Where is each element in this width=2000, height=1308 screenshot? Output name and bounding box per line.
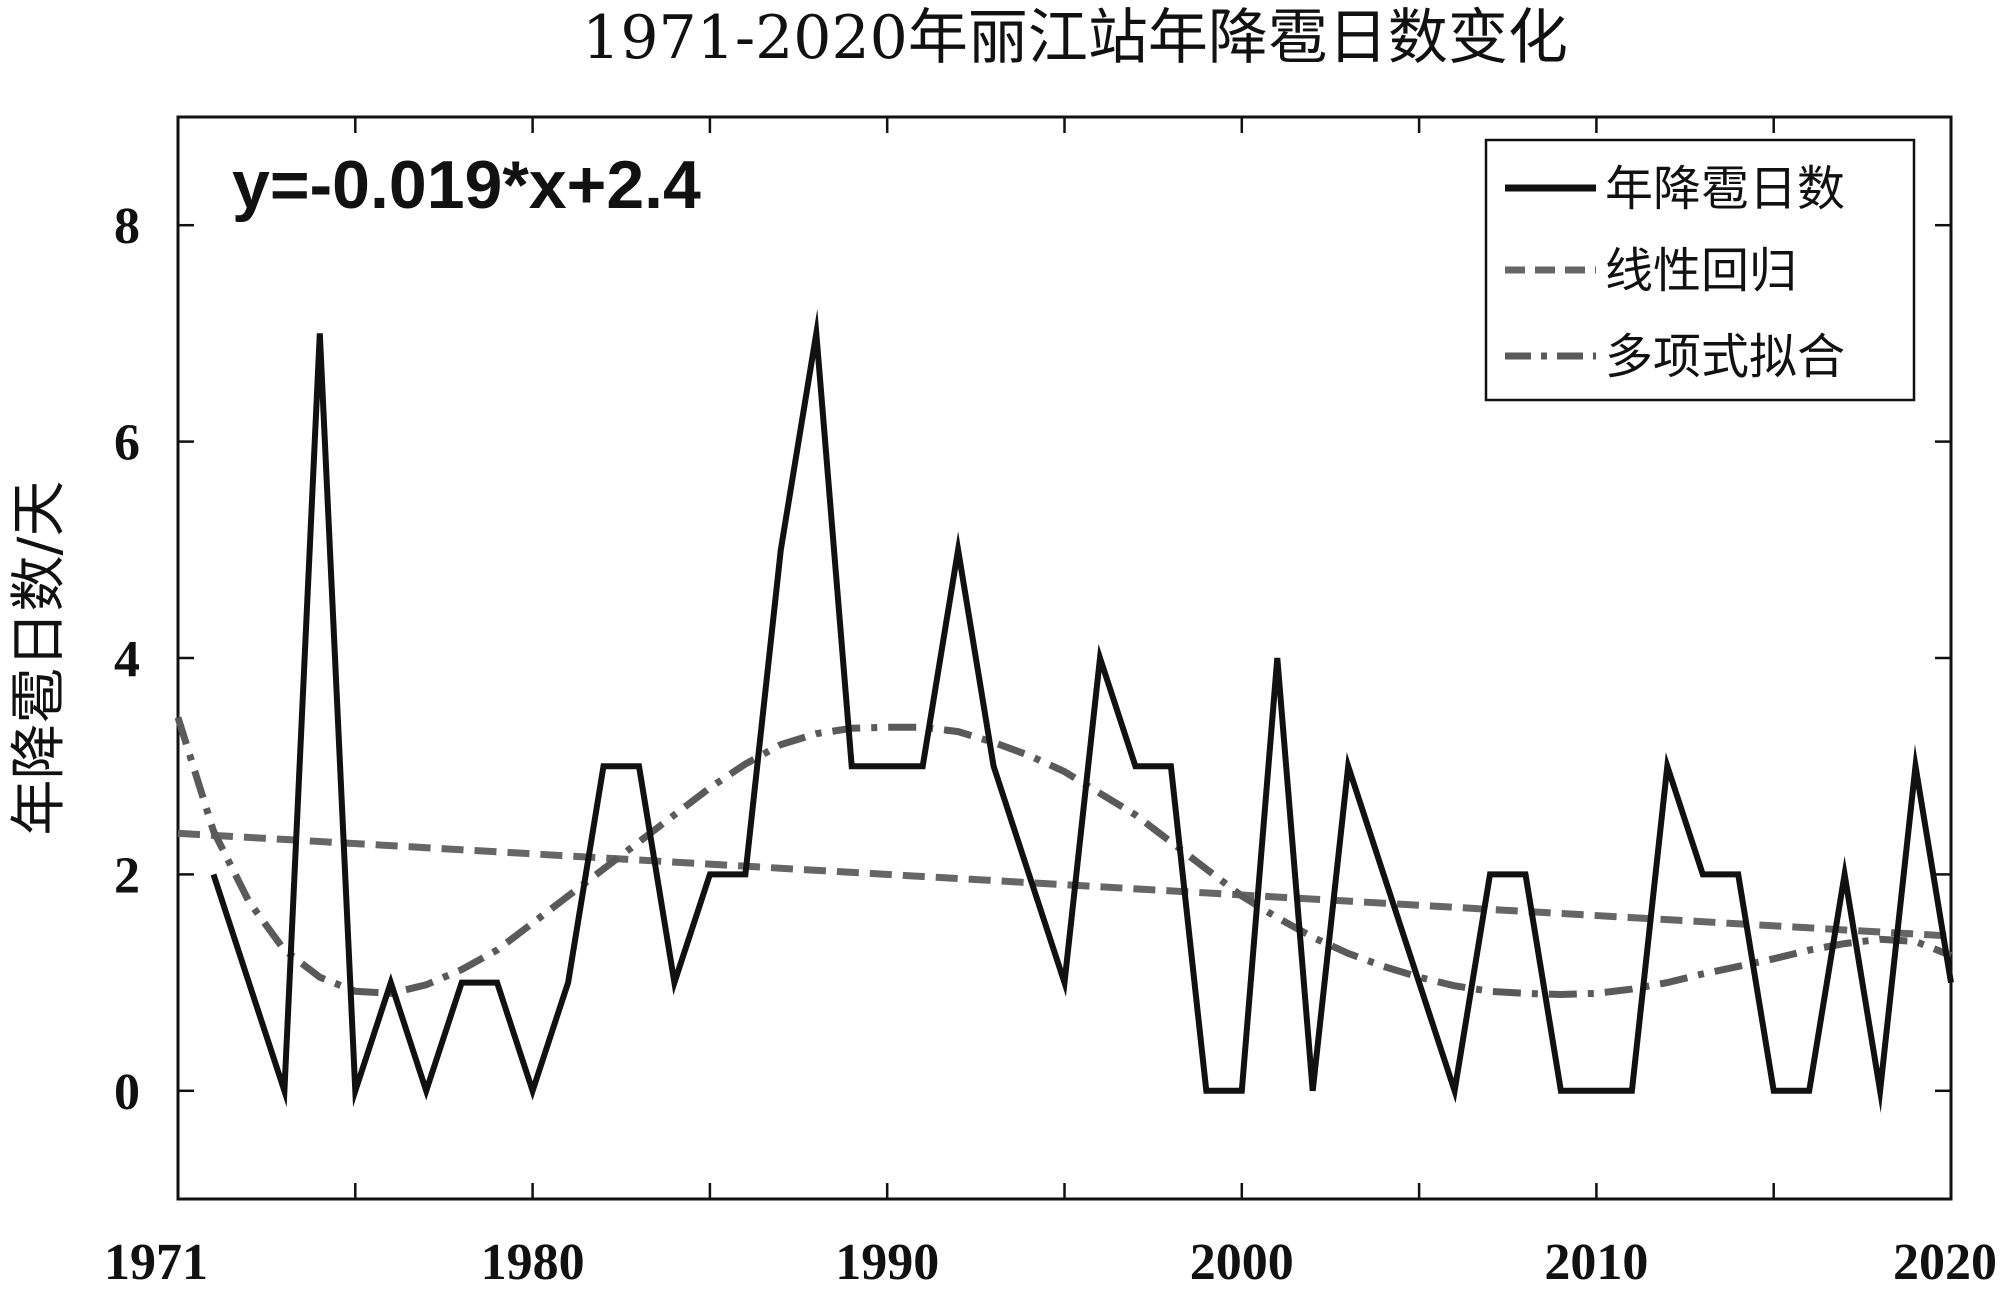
series-line-dashdot xyxy=(174,716,1953,999)
y-tick-label: 0 xyxy=(114,1064,140,1121)
y-axis-label: 年降雹日数/天 xyxy=(7,481,72,836)
x-tick-label: 2020 xyxy=(1893,1234,1997,1291)
x-tick-label: 1990 xyxy=(835,1234,939,1291)
legend-label-observed: 年降雹日数 xyxy=(1605,161,1845,217)
series-line-dashed xyxy=(177,829,1952,940)
x-tick-label: 1971 xyxy=(104,1234,208,1291)
x-axis: 1971 1980 1990 2000 2010 2020 xyxy=(104,117,1997,1291)
y-tick-label: 8 xyxy=(114,198,140,255)
y-tick-label: 2 xyxy=(114,847,140,904)
legend-label-linear: 线性回归 xyxy=(1605,243,1797,299)
regression-equation: y=-0.019*x+2.4 xyxy=(232,147,701,223)
series-line-solid xyxy=(210,308,1954,1113)
x-tick-label: 1980 xyxy=(481,1234,585,1291)
series-layer xyxy=(174,308,1954,1113)
legend: 年降雹日数 线性回归 多项式拟合 xyxy=(1484,138,1916,402)
chart-title: 1971-2020年丽江站年降雹日数变化 xyxy=(582,3,1568,73)
y-axis: 0 2 4 6 8 xyxy=(114,198,1951,1121)
legend-label-poly: 多项式拟合 xyxy=(1605,329,1845,385)
y-tick-label: 4 xyxy=(114,631,140,688)
x-tick-label: 2000 xyxy=(1190,1234,1294,1291)
y-tick-label: 6 xyxy=(114,415,140,472)
x-tick-label: 2010 xyxy=(1544,1234,1648,1291)
